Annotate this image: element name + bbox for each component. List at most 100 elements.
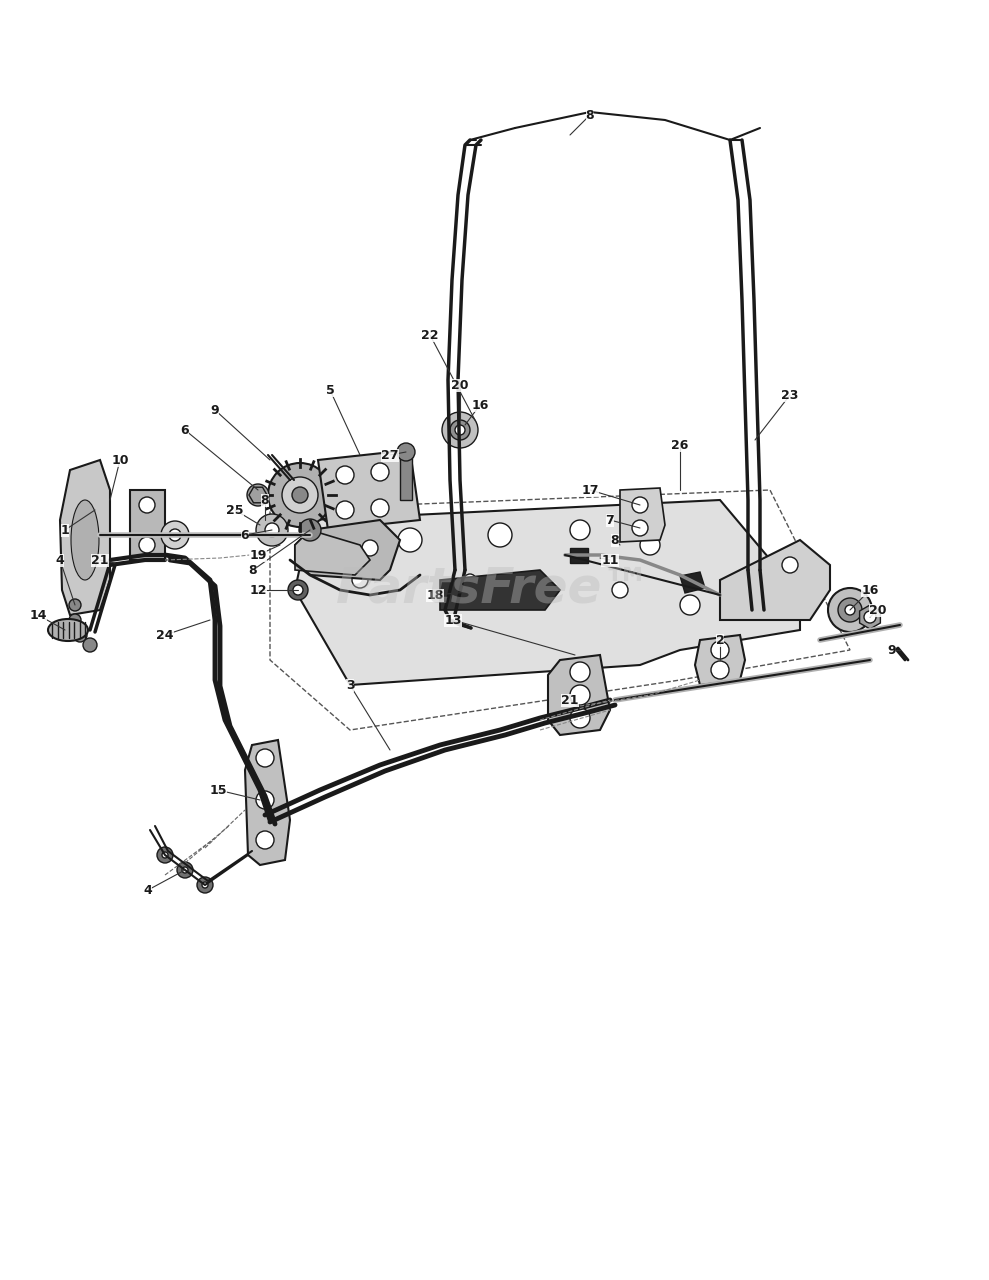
Circle shape [612,582,628,598]
Circle shape [197,877,213,893]
Text: 21: 21 [91,553,109,567]
Text: 22: 22 [421,329,439,342]
Circle shape [282,477,318,513]
Text: 15: 15 [210,783,226,796]
Polygon shape [295,520,400,580]
Text: 2: 2 [716,634,724,646]
Circle shape [202,882,208,888]
Circle shape [864,611,876,623]
Circle shape [139,497,155,513]
Text: 5: 5 [325,384,334,397]
Circle shape [247,484,269,506]
Circle shape [570,685,590,705]
Circle shape [352,572,368,588]
Text: 10: 10 [111,453,129,466]
Text: 23: 23 [781,389,799,402]
Circle shape [256,831,274,849]
Text: PartsFree™: PartsFree™ [336,564,653,613]
Circle shape [828,588,872,632]
Circle shape [464,573,476,586]
Circle shape [398,529,422,552]
Circle shape [371,499,389,517]
Circle shape [299,518,321,541]
Polygon shape [318,451,420,530]
Polygon shape [295,530,370,575]
Circle shape [442,412,478,448]
Polygon shape [295,500,800,685]
Circle shape [838,598,862,622]
Circle shape [640,535,660,556]
Text: 8: 8 [610,534,619,547]
Text: 6: 6 [240,529,249,541]
Circle shape [397,443,415,461]
Text: 9: 9 [888,644,896,657]
Polygon shape [60,460,110,614]
Circle shape [632,497,648,513]
Text: 24: 24 [156,628,174,641]
Ellipse shape [71,500,99,580]
Circle shape [711,641,729,659]
Polygon shape [859,605,880,628]
Circle shape [157,847,173,863]
Polygon shape [548,655,610,735]
Text: 18: 18 [426,589,444,602]
Polygon shape [130,490,165,561]
Text: 21: 21 [561,694,579,707]
Polygon shape [695,635,745,685]
Circle shape [288,580,308,600]
Circle shape [336,500,354,518]
Circle shape [256,749,274,767]
Polygon shape [249,488,267,503]
Polygon shape [680,572,705,593]
Polygon shape [400,454,412,500]
Text: 3: 3 [346,678,354,691]
Text: 9: 9 [211,403,220,416]
Text: 16: 16 [472,398,489,411]
Text: 20: 20 [869,603,887,617]
Polygon shape [440,570,560,611]
Circle shape [488,524,512,547]
Ellipse shape [48,620,88,641]
Polygon shape [570,548,588,563]
Circle shape [450,420,470,440]
Circle shape [268,463,332,527]
Circle shape [182,867,188,873]
Circle shape [73,628,87,643]
Circle shape [162,852,168,858]
Circle shape [292,486,308,503]
Circle shape [265,524,279,538]
Circle shape [177,861,193,878]
Text: 6: 6 [181,424,189,436]
Circle shape [455,425,465,435]
Polygon shape [620,488,665,541]
Circle shape [256,791,274,809]
Text: 8: 8 [585,109,594,122]
Text: 26: 26 [672,439,688,452]
Text: 17: 17 [582,484,598,497]
Text: 14: 14 [30,608,46,622]
Text: 4: 4 [143,883,152,896]
Circle shape [326,541,344,559]
Text: 19: 19 [249,549,267,562]
Circle shape [371,463,389,481]
Circle shape [570,520,590,540]
Text: 7: 7 [605,513,614,526]
Text: 8: 8 [261,494,269,507]
Circle shape [69,614,81,626]
Text: 12: 12 [249,584,267,596]
Polygon shape [245,740,290,865]
Circle shape [169,529,181,541]
Text: 11: 11 [601,553,619,567]
Text: 27: 27 [381,448,399,462]
Circle shape [845,605,855,614]
Text: 4: 4 [55,553,64,567]
Circle shape [362,540,378,556]
Circle shape [782,557,798,573]
Circle shape [570,708,590,728]
Circle shape [139,538,155,553]
Text: 13: 13 [444,613,462,626]
Circle shape [83,637,97,652]
Circle shape [632,520,648,536]
Circle shape [680,595,700,614]
Text: 8: 8 [248,563,257,576]
